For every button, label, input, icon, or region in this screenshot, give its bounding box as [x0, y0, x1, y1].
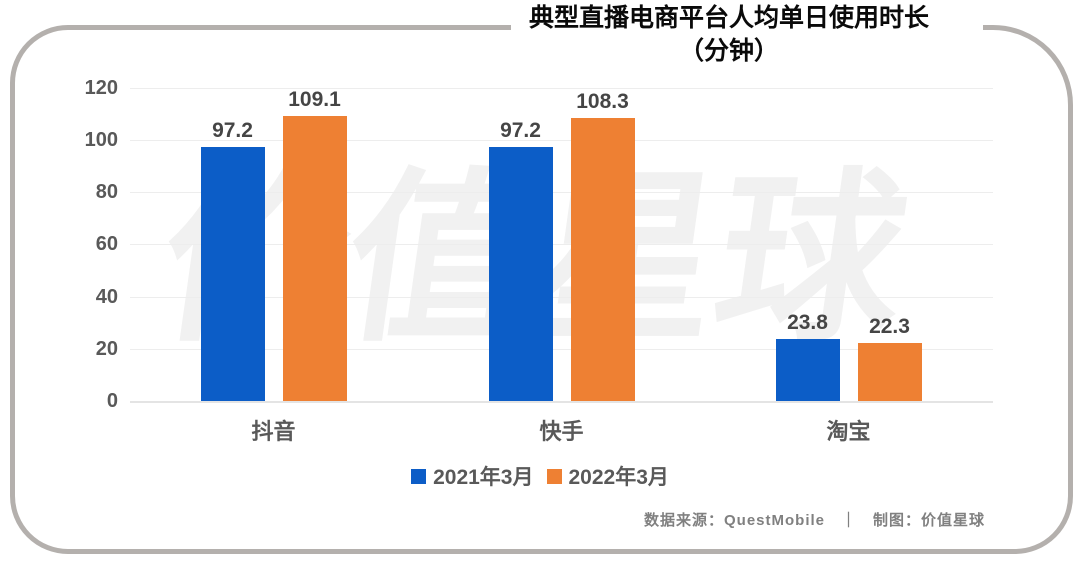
- y-tick-label: 0: [106, 390, 118, 412]
- y-tick-label: 40: [95, 285, 118, 308]
- bar-y2022-3: [857, 343, 922, 401]
- legend: 2021年3月 2022年3月: [0, 461, 1080, 491]
- y-tick-label: 100: [84, 128, 118, 151]
- bar-value-label: 22.3: [869, 315, 910, 338]
- bar-value-label: 97.2: [500, 119, 541, 142]
- y-tick-label: 20: [95, 337, 118, 360]
- legend-swatch-y2022: [546, 468, 562, 484]
- bar-y2021-1: [200, 147, 265, 401]
- y-tick-label: 120: [84, 76, 118, 99]
- footer-credits: 数据来源：QuestMobile ｜ 制图：价值星球: [643, 512, 985, 529]
- bar-y2021-3: [775, 339, 840, 401]
- gridline: [130, 348, 993, 350]
- bar-value-label: 108.3: [576, 90, 629, 113]
- chart-title-line2: （分钟）: [678, 37, 779, 65]
- legend-item: 2022年3月: [546, 461, 669, 491]
- gridline: [130, 244, 993, 246]
- gridline: [130, 87, 993, 89]
- bar-value-label: 23.8: [787, 311, 828, 334]
- bar-value-label: 97.2: [212, 119, 253, 142]
- legend-label: 2021年3月: [433, 466, 534, 489]
- category-label: 快手: [539, 419, 584, 444]
- gridline: [130, 296, 993, 298]
- gridline: [130, 401, 993, 403]
- gridline: [130, 192, 993, 193]
- y-tick-label: 80: [95, 181, 118, 203]
- y-tick-label: 60: [95, 233, 118, 256]
- bar-y2022-1: [282, 116, 347, 401]
- chart-title-line1: 典型直播电商平台人均单日使用时长: [528, 4, 929, 32]
- legend-item: 2021年3月: [411, 461, 534, 491]
- bar-y2022-2: [570, 118, 635, 401]
- legend-label: 2022年3月: [568, 466, 669, 489]
- category-label: 抖音: [251, 419, 296, 444]
- bar-value-label: 109.1: [288, 88, 341, 111]
- legend-swatch-y2021: [411, 468, 427, 484]
- bar-y2021-2: [488, 147, 553, 401]
- chart-title: 典型直播电商平台人均单日使用时长 （分钟）: [511, 0, 983, 72]
- category-label: 淘宝: [826, 419, 871, 444]
- gridline: [130, 139, 993, 141]
